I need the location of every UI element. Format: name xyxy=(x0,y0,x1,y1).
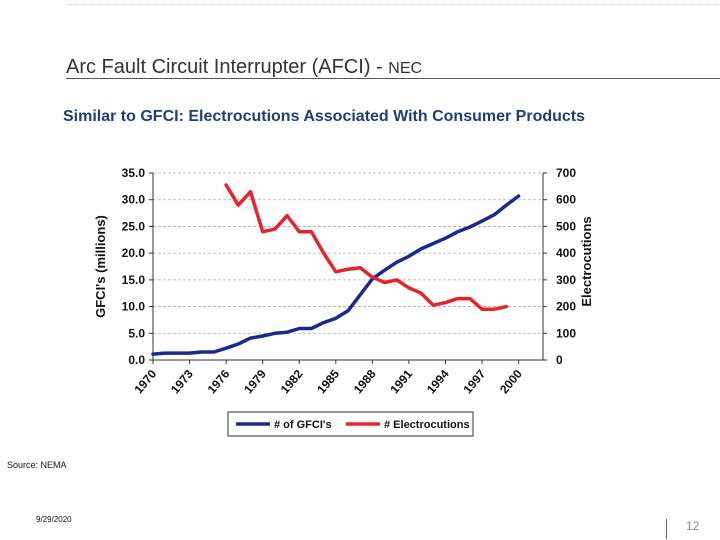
y-tick-label-left: 5.0 xyxy=(128,326,145,340)
x-tick-label: 1973 xyxy=(168,367,196,397)
y-tick-label-left: 10.0 xyxy=(122,300,146,314)
legend-entry: # of GFCI's xyxy=(274,419,332,431)
legend-entry: # Electrocutions xyxy=(384,419,470,431)
slide-title-suffix: NEC xyxy=(388,60,423,77)
x-tick-label: 1979 xyxy=(241,367,269,397)
y-tick-label-left: 20.0 xyxy=(122,246,146,260)
x-tick-label: 2000 xyxy=(497,367,525,397)
y-tick-label-right: 200 xyxy=(556,300,576,314)
y-axis-title-right: Electrocutions xyxy=(579,216,594,306)
x-tick-label: 1985 xyxy=(314,367,342,397)
y-tick-label-left: 0.0 xyxy=(128,353,145,367)
y-tick-label-right: 600 xyxy=(556,193,576,207)
slide-title-main: Arc Fault Circuit Interrupter (AFCI) - xyxy=(66,56,389,78)
electrocutions-series-line xyxy=(224,183,509,311)
y-tick-label-left: 35.0 xyxy=(122,166,146,180)
source-note: Source: NEMA xyxy=(7,460,67,470)
slide-date: 9/29/2020 xyxy=(36,515,72,524)
title-underline: Arc Fault Circuit Interrupter (AFCI) - N… xyxy=(66,56,720,79)
y-tick-label-right: 700 xyxy=(556,166,576,180)
x-tick-label: 1988 xyxy=(351,367,379,397)
x-tick-label: 1997 xyxy=(460,367,488,397)
y-tick-label-left: 15.0 xyxy=(122,273,146,287)
slide-title: Arc Fault Circuit Interrupter (AFCI) - N… xyxy=(66,56,720,80)
x-tick-label: 1982 xyxy=(278,367,306,397)
x-tick-label: 1994 xyxy=(424,367,452,397)
gfci-electrocutions-chart: 0.0 5.0 10.0 15.0 20.0 25.0 30.0 35.0 0 100 200 300… xyxy=(93,166,594,437)
y-tick-label-left: 30.0 xyxy=(122,193,146,207)
y-tick-label-right: 400 xyxy=(556,246,576,260)
gfci-series-line xyxy=(151,194,521,356)
page-divider xyxy=(666,519,667,539)
y-tick-label-right: 0 xyxy=(556,353,563,367)
y-tick-label-right: 500 xyxy=(556,219,576,233)
top-dotted-rule xyxy=(68,4,720,5)
slide-subtitle: Similar to GFCI: Electrocutions Associat… xyxy=(63,108,586,125)
x-tick-label: 1976 xyxy=(205,367,233,397)
y-tick-label-left: 25.0 xyxy=(122,219,146,233)
page-number: 12 xyxy=(686,519,700,533)
x-tick-label: 1970 xyxy=(131,367,159,397)
y-tick-label-right: 300 xyxy=(556,273,576,287)
y-axis-title-left: GFCI's (millions) xyxy=(93,215,108,318)
y-tick-label-right: 100 xyxy=(556,326,576,340)
x-tick-label: 1991 xyxy=(387,367,415,397)
